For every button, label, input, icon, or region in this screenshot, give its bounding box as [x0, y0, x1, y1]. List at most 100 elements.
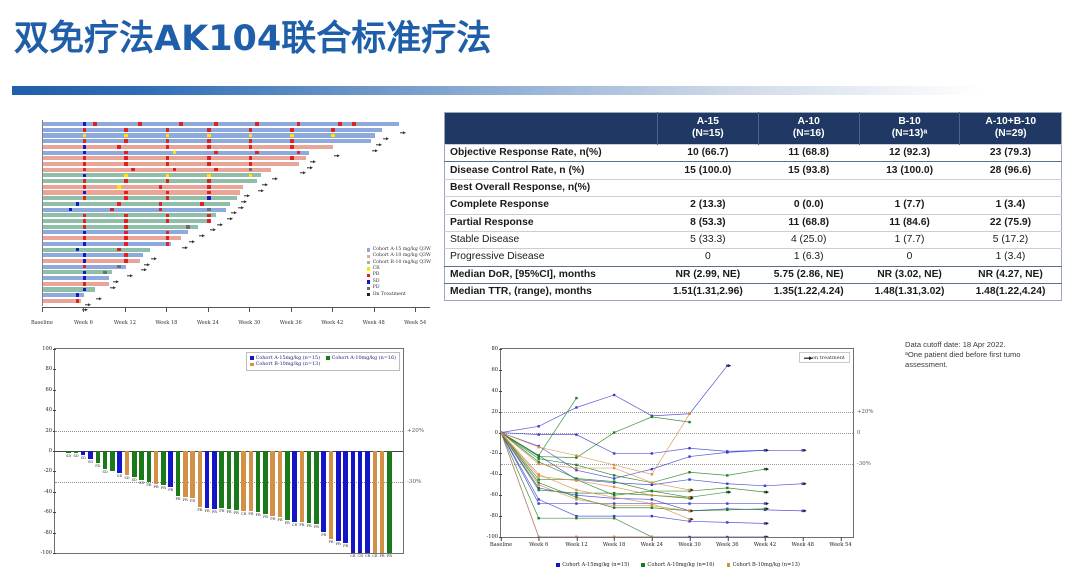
waterfall-bar-label: PR [335, 541, 341, 546]
waterfall-legend-item: Cohort B-10mg/kg (n=13) [250, 361, 320, 367]
swimmer-event-marker [165, 179, 170, 183]
waterfall-bar [80, 451, 86, 456]
swimmer-event-marker [289, 127, 294, 132]
swimmer-legend-label: On Treatment [372, 291, 406, 297]
spider-series-line [501, 432, 652, 537]
spider-reference-label: -30% [857, 460, 871, 467]
swimmer-tick-label: Week 24 [196, 320, 219, 326]
table-row-label: Disease Control Rate, n (%) [444, 161, 658, 180]
spider-data-point [575, 494, 578, 497]
swimmer-bar [43, 201, 230, 206]
waterfall-bar-label: PR [168, 487, 174, 492]
swimmer-event-marker [124, 236, 128, 240]
table-cell: 1 (6.3) [758, 248, 860, 267]
waterfall-bar [226, 451, 232, 510]
swimmer-bar [43, 196, 237, 201]
spider-data-point [688, 488, 691, 492]
table-cell: 12 (92.3) [859, 143, 960, 162]
swimmer-event-marker [124, 213, 128, 218]
swimmer-legend-label: CR [372, 265, 380, 271]
table-cell: 1 (3.4) [959, 196, 1062, 214]
waterfall-bar [117, 451, 122, 474]
spider-data-point [537, 502, 540, 505]
spider-data-point [501, 431, 503, 434]
waterfall-y-tick: 60 [45, 386, 57, 393]
swimmer-tick-label: Week 18 [155, 320, 178, 326]
swimmer-event-marker [82, 264, 87, 269]
swimmer-bar [43, 122, 399, 127]
spider-data-point [612, 504, 616, 507]
spider-x-tick: Week 54 [829, 537, 852, 548]
swimmer-bar [43, 241, 171, 246]
swimmer-on-treatment-arrow [310, 151, 317, 164]
swimmer-event-marker [207, 173, 211, 178]
swimmer-event-marker [255, 122, 260, 126]
spider-reference-line [501, 432, 853, 434]
table-col-b10: B-10 (N=13)ᵃ [859, 112, 961, 145]
waterfall-bar [146, 451, 152, 482]
swimmer-event-marker [165, 236, 170, 240]
waterfall-bar-label: CR [291, 523, 298, 528]
spider-series-line [501, 365, 728, 433]
table-cell: 13 (100.0) [859, 161, 960, 180]
table-body: Objective Response Rate, n(%) 10 (66.7) 11… [444, 143, 1062, 301]
waterfall-bar [124, 451, 130, 476]
waterfall-bar [131, 451, 137, 477]
table-row: Partial Response 8 (53.3) 11 (68.8) 11 (84.… [444, 213, 1062, 232]
waterfall-bar [66, 451, 71, 454]
waterfall-bar-label: PR [328, 539, 334, 544]
swimmer-event-marker [296, 122, 301, 126]
waterfall-bar [328, 451, 334, 539]
spider-reference-line [501, 463, 853, 465]
waterfall-bar-label: PR [153, 484, 159, 489]
swimmer-on-treatment-arrow [144, 254, 151, 266]
waterfall-bar-label: PR [284, 521, 290, 526]
spider-data-point [726, 364, 729, 367]
spider-legend: Cohort A-15mg/kg (n=15) Cohort A-10mg/kg … [458, 562, 898, 568]
swimmer-event-marker [207, 156, 211, 161]
waterfall-bar-label: SD [117, 474, 123, 479]
waterfall-bar-label: PR [175, 496, 181, 501]
waterfall-bar-label: PR [204, 509, 210, 514]
swimmer-event-marker [124, 156, 128, 161]
waterfall-bar [212, 451, 217, 510]
swimmer-tick-label: Baseline [31, 320, 53, 326]
footnote-line-1: Data cutoff date: 18 Apr 2022. [905, 340, 1006, 349]
spider-y-tick: 40 [491, 387, 503, 394]
table-col-a10: A-10 (N=16) [758, 112, 860, 145]
swimmer-event-marker [158, 185, 163, 189]
spider-data-point [763, 522, 767, 525]
table-row: Best Overall Response, n(%) [444, 178, 1062, 197]
waterfall-reference-label: -30% [407, 478, 422, 485]
spider-on-treatment-arrow [766, 521, 769, 526]
swimmer-event-marker [179, 122, 183, 126]
table-row: Disease Control Rate, n (%) 15 (100.0) 15 … [444, 161, 1062, 180]
swimmer-bar [43, 207, 227, 212]
spider-data-point [537, 433, 540, 436]
spider-series-line [501, 432, 765, 504]
swimmer-bar [43, 258, 140, 264]
spider-data-point [726, 482, 729, 485]
swimmer-bar [43, 276, 109, 281]
swimmer-event-marker [213, 122, 218, 126]
spider-data-point [537, 460, 540, 463]
spider-legend-label: Cohort B-10mg/kg (n=13) [732, 562, 800, 568]
table-corner-cell [444, 112, 658, 145]
spider-data-point [575, 406, 578, 409]
swimmer-event-marker [165, 196, 170, 201]
swimmer-event-marker [172, 167, 177, 172]
waterfall-bar-label: PR [211, 510, 217, 515]
waterfall-bar [102, 451, 108, 470]
swimmer-event-marker [82, 133, 87, 138]
waterfall-bar [219, 451, 224, 509]
table-row-label: Median DoR, [95%CI], months [444, 265, 658, 284]
swimmer-on-treatment-arrow [272, 168, 279, 181]
swimmer-event-marker [75, 247, 80, 252]
waterfall-legend-label: Cohort A-15mg/kg (n=15) [255, 355, 320, 361]
swimmer-event-marker [82, 185, 87, 189]
spider-data-point [688, 471, 691, 474]
table-cell: 5 (33.3) [657, 230, 759, 249]
table-row-label: Best Overall Response, n(%) [444, 178, 658, 197]
table-cell: NR (3.02, NE) [859, 265, 960, 284]
spider-on-treatment-arrow [690, 495, 694, 499]
